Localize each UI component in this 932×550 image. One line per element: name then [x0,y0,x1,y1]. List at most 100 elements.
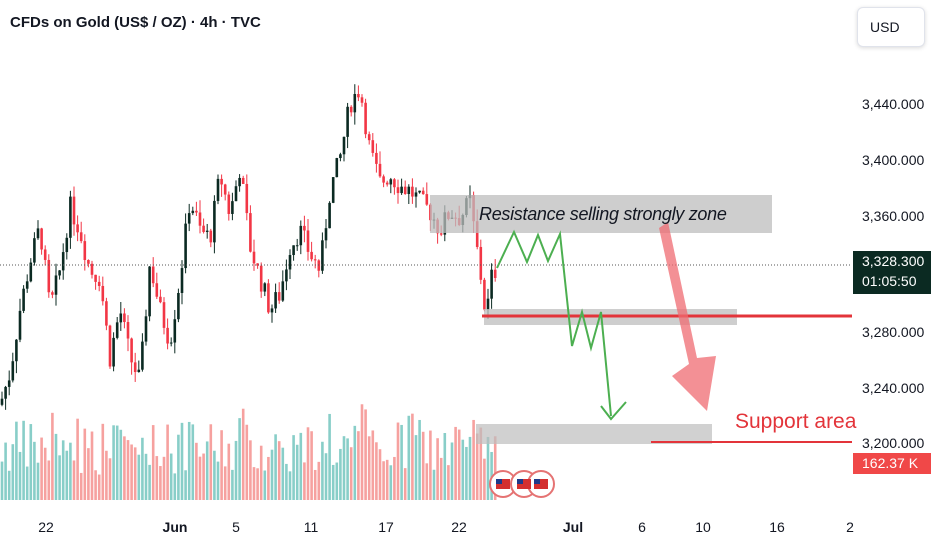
candle-body [119,313,123,323]
volume-bar [223,466,227,500]
volume-bar [432,469,436,500]
time-tick: 10 [695,519,711,535]
candle-body [141,341,144,370]
candle-body [400,186,403,194]
volume-bar [195,442,198,500]
candle-body [184,223,187,269]
volume-bar [11,444,15,500]
candle-body [11,361,15,381]
volume-bar [303,462,306,500]
volume-bar [439,457,443,500]
volume-bar [202,453,205,500]
candle-body [180,268,184,293]
volume-bar [43,447,47,500]
volume-bar [339,448,342,500]
volume-bar [220,430,223,500]
candle-body [249,213,252,252]
volume-bar [65,450,69,500]
volume-bar [472,419,475,500]
volume-bar [148,464,151,500]
candle-body [112,337,115,367]
candle-body [324,228,328,241]
volume-bar [133,447,137,500]
candle-body [18,310,22,340]
candle-body [252,251,256,264]
candle-body [321,240,324,271]
candle-body [25,281,29,289]
economic-events-flags[interactable] [489,470,555,498]
candle-body [317,260,321,271]
currency-button[interactable]: USD [857,7,925,47]
candle-body [29,262,33,282]
volume-bar [299,432,303,500]
volume-bar [4,442,7,500]
candle-body [393,179,396,188]
time-tick: 16 [769,519,785,535]
candle-body [123,313,126,323]
candle-body [94,274,97,282]
candle-body [108,325,112,367]
volume-bar [94,470,97,500]
volume-bar [7,470,11,500]
candle-body [259,265,263,292]
volume-bar [461,439,465,500]
candle-body [4,386,7,399]
projection-path [496,229,612,417]
resistance-annotation: Resistance selling strongly zone [479,204,727,224]
volume-bar [58,455,61,500]
volume-bar [475,433,479,500]
candle-body [245,183,249,214]
candle-body [54,275,58,295]
volume-bar [29,424,33,500]
volume-bar [288,471,292,500]
volume-bar [213,450,216,500]
candles [0,84,497,410]
candle-body [281,281,285,301]
volume-bar [40,437,43,500]
volume-bar [249,440,252,500]
volume-bar [169,453,173,500]
candle-body [313,259,317,261]
volume-bar [396,422,400,500]
volume-bar [389,465,393,500]
candle-body [220,178,223,185]
volume-bar [252,467,256,500]
volume-bar [115,425,119,500]
volume-bar [177,434,180,500]
volume-bar [263,470,267,500]
volume-bar [36,462,40,500]
volume-bar [277,441,281,500]
volume-bar [274,434,277,500]
candle-body [187,213,191,224]
volume-bar [123,436,126,500]
candle-body [195,210,198,213]
volume-bar [216,461,220,500]
volume-value-label: 162.37 K [853,453,931,474]
candle-body [263,283,267,292]
candle-body [357,93,360,98]
candle-body [367,134,371,141]
volume-bar [429,430,432,500]
volume-bars [0,404,497,500]
candle-body [396,187,400,194]
candle-body [47,259,51,293]
candle-body [274,292,277,309]
candle-body [177,292,180,320]
volume-bar [403,468,407,500]
candle-body [87,260,90,264]
candle-body [288,255,292,270]
volume-bar [349,447,353,500]
volume-bar [457,429,461,500]
price-tick: 3,400.000 [862,152,925,168]
time-tick: 6 [638,519,646,535]
candle-body [105,301,108,326]
volume-bar [180,422,184,500]
volume-bar [141,437,144,500]
volume-bar [328,413,331,500]
volume-bar [101,423,105,500]
candle-body [198,212,202,226]
volume-bar [425,463,429,500]
volume-bar [378,449,382,500]
candle-body [216,178,220,201]
